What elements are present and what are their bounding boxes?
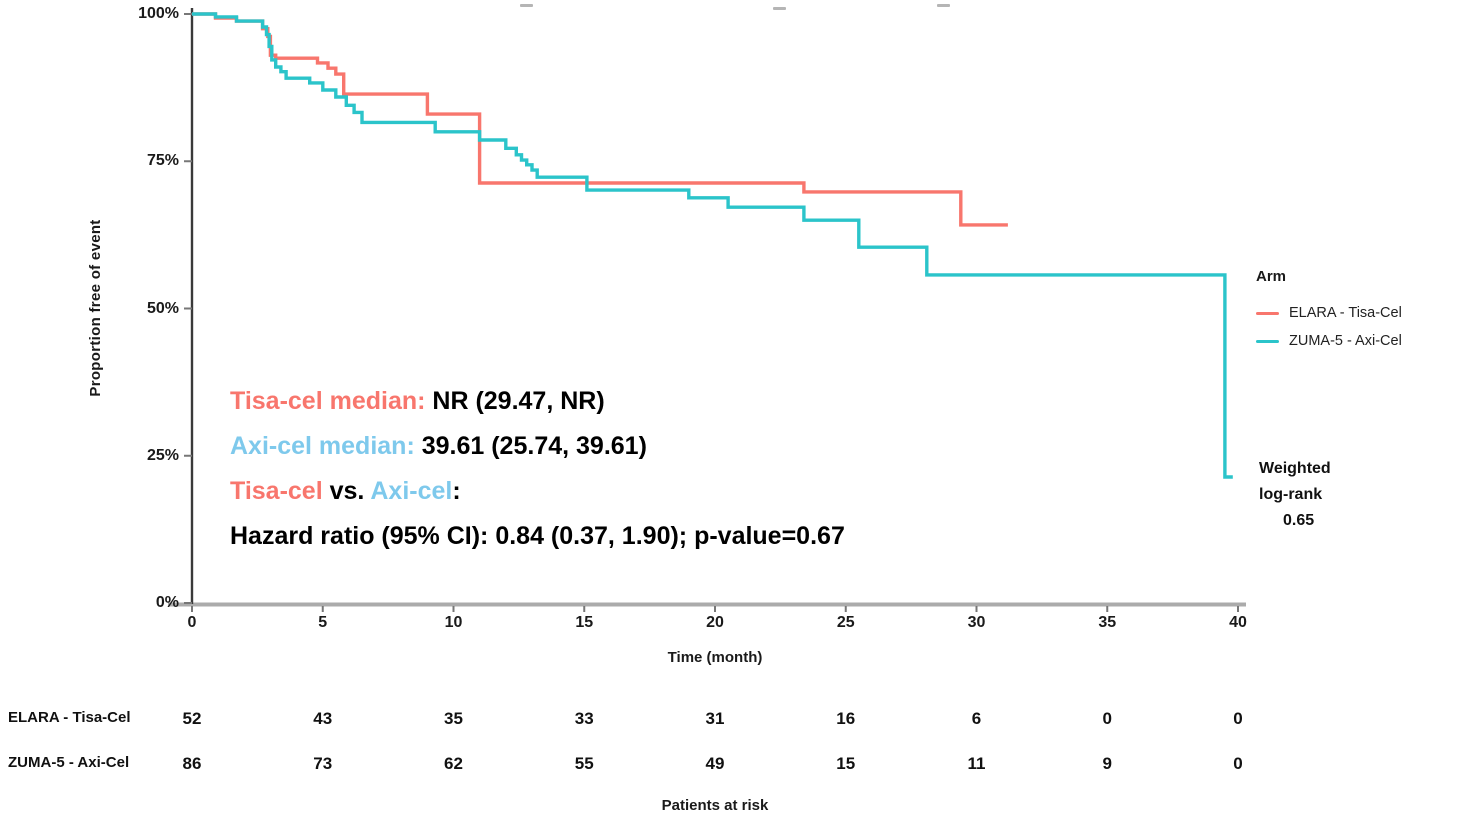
risk-count: 15 xyxy=(836,754,856,773)
legend-item: ELARA - Tisa-Cel xyxy=(1256,299,1402,327)
legend-item-label: ZUMA-5 - Axi-Cel xyxy=(1289,333,1402,349)
risk-count: 55 xyxy=(574,754,594,773)
y-tick-label: 25% xyxy=(146,446,179,464)
km-curve-elara-tisa-cel xyxy=(192,12,1008,227)
risk-count: 31 xyxy=(705,709,725,728)
annotation-text-part: vs. xyxy=(322,477,371,505)
x-tick-label: 0 xyxy=(187,614,197,631)
km-curve-zuma-5-axi-cel xyxy=(192,12,1233,479)
y-axis-title: Proportion free of event xyxy=(87,219,104,397)
risk-row-label: ZUMA-5 - Axi-Cel xyxy=(8,754,130,771)
weighted-logrank-label-1: Weighted xyxy=(1259,460,1331,477)
risk-count: 0 xyxy=(1233,709,1243,728)
x-tick-label: 25 xyxy=(836,614,855,631)
risk-count: 0 xyxy=(1102,709,1112,728)
risk-count: 43 xyxy=(313,709,333,728)
risk-count: 16 xyxy=(836,709,856,728)
annotation-text-part: Hazard ratio (95% CI): 0.84 (0.37, 1.90)… xyxy=(230,522,845,550)
risk-count: 49 xyxy=(705,754,725,773)
x-tick-label: 30 xyxy=(967,614,986,631)
y-tick-label: 100% xyxy=(138,5,179,22)
legend-items: ELARA - Tisa-Cel ZUMA-5 - Axi-Cel xyxy=(1256,299,1402,355)
risk-count: 52 xyxy=(182,709,202,728)
annotation-text-part: Tisa-cel xyxy=(230,477,323,505)
x-tick-label: 35 xyxy=(1098,614,1117,631)
median-hr-annotations: Tisa-cel median: NR (29.47, NR) Axi-cel m… xyxy=(230,384,845,564)
legend-line-swatch-icon xyxy=(1256,339,1279,343)
x-tick-label: 10 xyxy=(444,614,463,631)
risk-count: 6 xyxy=(971,709,982,728)
y-tick-label: 75% xyxy=(146,152,179,170)
risk-count: 86 xyxy=(182,754,202,773)
weighted-logrank-label-2: log-rank xyxy=(1259,486,1323,503)
cropped-text-artifact xyxy=(520,4,533,7)
annotation-text-part: : xyxy=(452,477,461,505)
x-tick-label: 20 xyxy=(706,614,724,631)
risk-count: 0 xyxy=(1233,754,1243,773)
annotation-line: Tisa-cel vs. Axi-cel: xyxy=(230,474,845,519)
annotation-text-part: NR (29.47, NR) xyxy=(425,387,605,415)
legend-item: ZUMA-5 - Axi-Cel xyxy=(1256,327,1402,355)
risk-count: 35 xyxy=(444,709,463,728)
x-axis-title: Time (month) xyxy=(667,649,763,666)
risk-row-label: ELARA - Tisa-Cel xyxy=(8,709,131,726)
risk-count: 9 xyxy=(1102,754,1112,773)
annotation-text-part: Tisa-cel median: xyxy=(230,387,426,415)
annotation-text-part: Axi-cel xyxy=(370,477,453,505)
weighted-logrank-value: 0.65 xyxy=(1283,512,1315,529)
cropped-text-artifact xyxy=(937,4,950,7)
legend: Arm ELARA - Tisa-Cel ZUMA-5 - Axi-Cel xyxy=(1256,268,1402,355)
annotation-line: Axi-cel median: 39.61 (25.74, 39.61) xyxy=(230,429,845,474)
annotation-line: Hazard ratio (95% CI): 0.84 (0.37, 1.90)… xyxy=(230,519,845,564)
risk-count: 62 xyxy=(444,754,463,773)
risk-table-caption: Patients at risk xyxy=(661,797,769,814)
x-tick-label: 40 xyxy=(1229,614,1247,631)
legend-title: Arm xyxy=(1256,268,1287,285)
risk-count: 73 xyxy=(313,754,333,773)
legend-line-swatch-icon xyxy=(1256,311,1279,315)
annotation-text-part: Axi-cel median: xyxy=(230,432,415,460)
y-tick-label: 50% xyxy=(146,299,179,317)
annotation-line: Tisa-cel median: NR (29.47, NR) xyxy=(230,384,845,429)
x-tick-label: 5 xyxy=(318,614,328,631)
y-tick-label: 0% xyxy=(155,594,179,611)
annotation-text-part: 39.61 (25.74, 39.61) xyxy=(414,432,647,460)
cropped-text-artifact xyxy=(773,7,786,10)
risk-count: 11 xyxy=(967,754,986,773)
x-tick-label: 15 xyxy=(575,614,594,631)
risk-count: 33 xyxy=(574,709,594,728)
weighted-logrank-block: Weighted log-rank 0.65 xyxy=(1259,456,1331,534)
legend-item-label: ELARA - Tisa-Cel xyxy=(1289,305,1402,321)
